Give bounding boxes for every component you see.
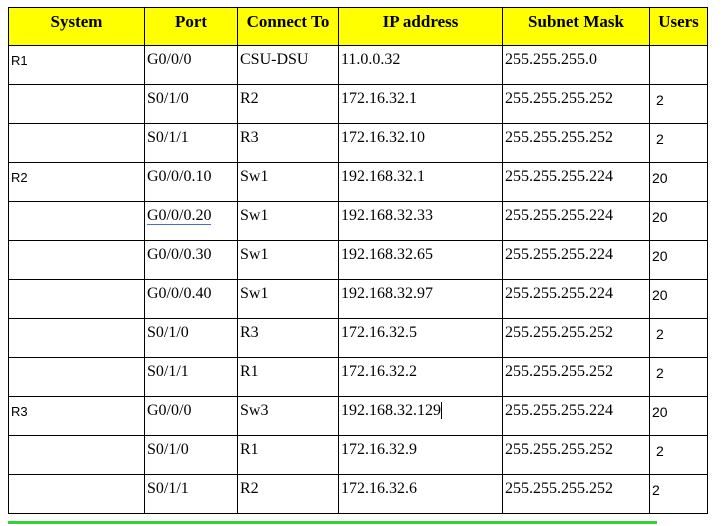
cell-ip: 192.168.32.65 [338, 240, 503, 280]
cell-port: G0/0/0 [144, 396, 238, 436]
cell-connect-to: CSU-DSU [237, 45, 339, 85]
cell-mask: 255.255.255.252 [502, 357, 650, 397]
cell-ip: 172.16.32.2 [338, 357, 503, 397]
cell-users: 2 [649, 435, 708, 475]
cell-system [8, 357, 145, 397]
cell-mask: 255.255.255.252 [502, 84, 650, 124]
table-row: R3 G0/0/0 Sw3 192.168.32.129 255.255.255… [8, 396, 708, 436]
cell-ip: 192.168.32.1 [338, 162, 503, 202]
cell-ip: 11.0.0.32 [338, 45, 503, 85]
cell-mask: 255.255.255.252 [502, 435, 650, 475]
cell-users: 2 [649, 84, 708, 124]
cell-users: 2 [649, 123, 708, 163]
table-row: R2 G0/0/0.10 Sw1 192.168.32.1 255.255.25… [8, 162, 708, 202]
cell-users: 20 [649, 396, 708, 436]
cell-users: 2 [649, 318, 708, 358]
cell-connect-to: R2 [237, 84, 339, 124]
text-cursor: 192.168.32.129 [341, 402, 442, 419]
cell-ip: 192.168.32.33 [338, 201, 503, 241]
header-users: Users [649, 7, 708, 46]
cell-port: G0/0/0.40 [144, 279, 238, 319]
cell-connect-to: R3 [237, 123, 339, 163]
header-connect-to: Connect To [237, 7, 339, 46]
cell-system [8, 318, 145, 358]
cell-ip: 172.16.32.9 [338, 435, 503, 475]
cell-connect-to: Sw1 [237, 240, 339, 280]
header-ip-address: IP address [338, 7, 503, 46]
table-row: S0/1/0 R2 172.16.32.1 255.255.255.252 2 [8, 84, 708, 124]
cell-mask: 255.255.255.224 [502, 201, 650, 241]
cell-system [8, 123, 145, 163]
cell-ip: 172.16.32.10 [338, 123, 503, 163]
green-underline [8, 521, 657, 524]
cell-port: G0/0/0.20 [144, 201, 238, 241]
cell-users: 20 [649, 162, 708, 202]
cell-connect-to: Sw1 [237, 201, 339, 241]
cell-system [8, 84, 145, 124]
cell-connect-to: R1 [237, 357, 339, 397]
cell-ip: 172.16.32.6 [338, 474, 503, 514]
cell-ip: 192.168.32.129 [338, 396, 503, 436]
cell-users: 20 [649, 201, 708, 241]
cell-connect-to: Sw1 [237, 162, 339, 202]
header-port: Port [144, 7, 238, 46]
cell-users: 2 [649, 357, 708, 397]
table-row: S0/1/1 R3 172.16.32.10 255.255.255.252 2 [8, 123, 708, 163]
cell-mask: 255.255.255.224 [502, 396, 650, 436]
cell-port: S0/1/0 [144, 435, 238, 475]
cell-ip: 172.16.32.1 [338, 84, 503, 124]
cell-mask: 255.255.255.224 [502, 279, 650, 319]
cell-connect-to: R2 [237, 474, 339, 514]
table-row: G0/0/0.40 Sw1 192.168.32.97 255.255.255.… [8, 279, 708, 319]
cell-port: G0/0/0.10 [144, 162, 238, 202]
cell-mask: 255.255.255.252 [502, 123, 650, 163]
table-row: S0/1/1 R2 172.16.32.6 255.255.255.252 2 [8, 474, 708, 514]
cell-users: 20 [649, 279, 708, 319]
spellcheck-underline: G0/0/0.20 [147, 207, 212, 225]
cell-ip: 172.16.32.5 [338, 318, 503, 358]
header-subnet-mask: Subnet Mask [502, 7, 650, 46]
cell-connect-to: Sw1 [237, 279, 339, 319]
cell-mask: 255.255.255.224 [502, 162, 650, 202]
header-system: System [8, 7, 145, 46]
cell-port: S0/1/1 [144, 123, 238, 163]
header-row: System Port Connect To IP address Subnet… [8, 7, 708, 46]
cell-users [649, 45, 708, 85]
cell-port: S0/1/1 [144, 474, 238, 514]
cell-mask: 255.255.255.0 [502, 45, 650, 85]
cell-system: R2 [8, 162, 145, 202]
table-row: G0/0/0.30 Sw1 192.168.32.65 255.255.255.… [8, 240, 708, 280]
cell-system [8, 279, 145, 319]
table-row: R1 G0/0/0 CSU-DSU 11.0.0.32 255.255.255.… [8, 45, 708, 85]
cell-connect-to: R1 [237, 435, 339, 475]
cell-mask: 255.255.255.252 [502, 318, 650, 358]
table-row: G0/0/0.20 Sw1 192.168.32.33 255.255.255.… [8, 201, 708, 241]
table-row: S0/1/1 R1 172.16.32.2 255.255.255.252 2 [8, 357, 708, 397]
cell-system [8, 474, 145, 514]
cell-connect-to: Sw3 [237, 396, 339, 436]
cell-port-text: G0/0/0.20 [147, 207, 212, 224]
cell-port: G0/0/0.30 [144, 240, 238, 280]
cell-system: R3 [8, 396, 145, 436]
cell-port: S0/1/1 [144, 357, 238, 397]
cell-port: S0/1/0 [144, 84, 238, 124]
table-row: S0/1/0 R1 172.16.32.9 255.255.255.252 2 [8, 435, 708, 475]
cell-users: 20 [649, 240, 708, 280]
cell-mask: 255.255.255.252 [502, 474, 650, 514]
cell-port: G0/0/0 [144, 45, 238, 85]
cell-mask: 255.255.255.224 [502, 240, 650, 280]
cell-connect-to: R3 [237, 318, 339, 358]
cell-port: S0/1/0 [144, 318, 238, 358]
addressing-table: System Port Connect To IP address Subnet… [8, 7, 708, 514]
table-row: S0/1/0 R3 172.16.32.5 255.255.255.252 2 [8, 318, 708, 358]
cell-system [8, 240, 145, 280]
cell-system: R1 [8, 45, 145, 85]
cell-ip: 192.168.32.97 [338, 279, 503, 319]
cell-system [8, 435, 145, 475]
cell-ip-text: 192.168.32.129 [341, 402, 441, 419]
cell-users: 2 [649, 474, 708, 514]
cell-system [8, 201, 145, 241]
